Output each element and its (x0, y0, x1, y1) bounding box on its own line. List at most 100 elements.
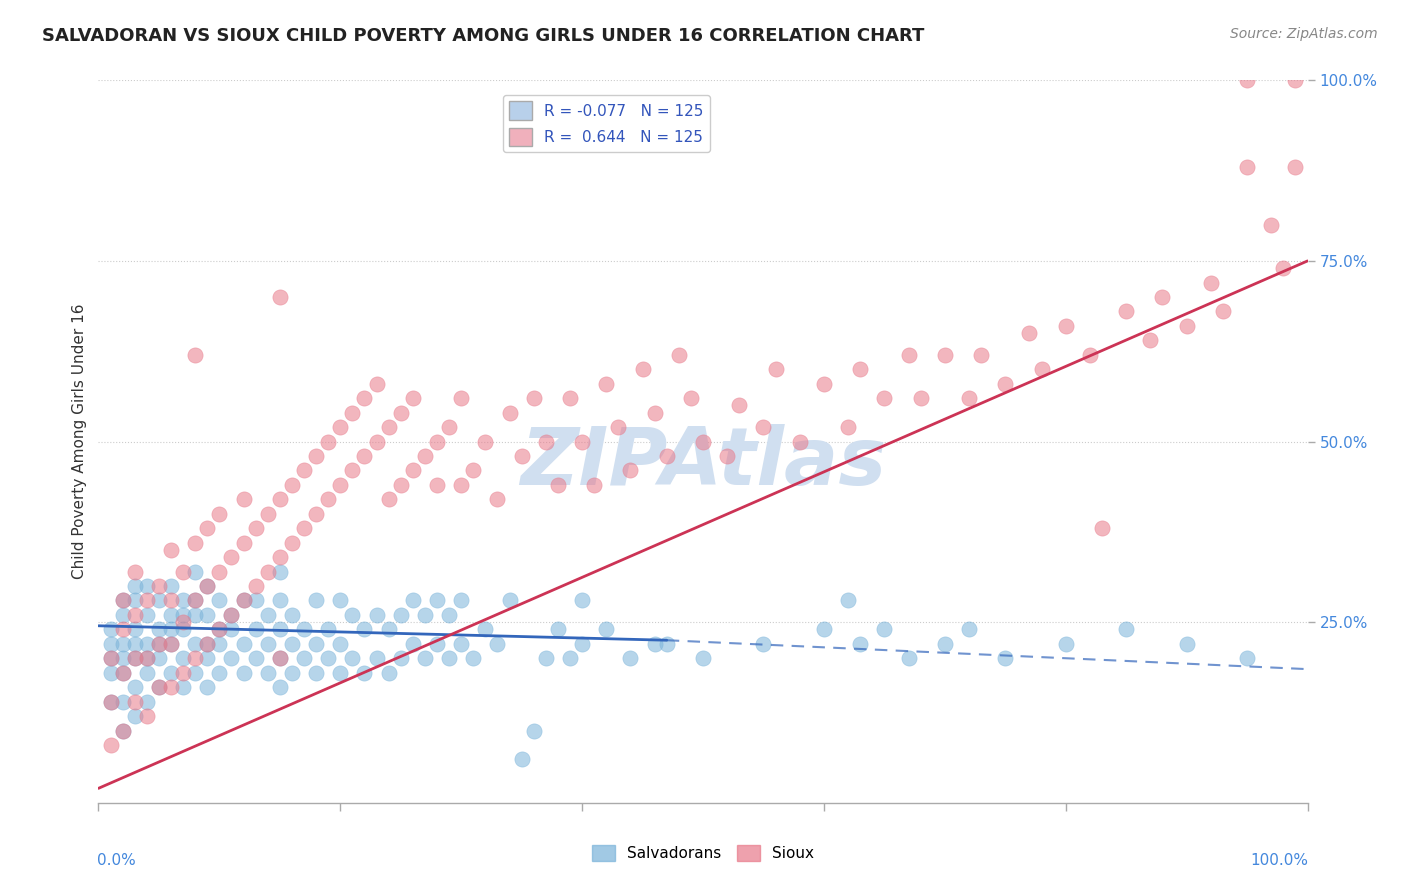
Point (353, 391, 375, 405)
Point (813, 623, 835, 637)
Point (148, 651, 170, 665)
Point (195, 651, 218, 665)
Point (232, 593, 254, 607)
Point (160, 665, 183, 680)
Point (221, 550, 243, 565)
Text: ZIPAtlas: ZIPAtlas (520, 425, 886, 502)
Point (1152, 290, 1174, 304)
Point (716, 449, 738, 463)
Point (269, 651, 291, 665)
Point (523, 723, 546, 738)
Point (558, 391, 581, 405)
Point (957, 623, 980, 637)
Point (316, 434, 339, 449)
Point (124, 565, 146, 579)
Point (353, 449, 375, 463)
Point (135, 665, 157, 680)
Point (463, 651, 485, 665)
Point (172, 680, 194, 694)
Point (135, 593, 157, 607)
Point (873, 623, 896, 637)
Point (221, 607, 243, 622)
Point (160, 623, 183, 637)
Point (571, 434, 593, 449)
Point (426, 478, 449, 492)
Point (523, 391, 546, 405)
Point (124, 695, 146, 709)
Point (437, 420, 460, 434)
Point (281, 665, 304, 680)
Point (195, 579, 218, 593)
Point (111, 695, 134, 709)
Point (510, 449, 533, 463)
Point (377, 492, 399, 507)
Point (329, 665, 352, 680)
Point (195, 521, 218, 535)
Point (269, 565, 291, 579)
Point (1272, 261, 1295, 276)
Point (692, 651, 714, 665)
Point (124, 637, 146, 651)
Point (256, 607, 278, 622)
Point (160, 680, 183, 694)
Point (1031, 362, 1053, 376)
Point (631, 362, 654, 376)
Point (305, 665, 328, 680)
Point (994, 651, 1017, 665)
Point (389, 651, 412, 665)
Point (160, 593, 183, 607)
Point (208, 593, 231, 607)
Point (413, 449, 436, 463)
Point (1212, 304, 1234, 318)
Point (111, 665, 134, 680)
Point (160, 607, 183, 622)
Point (366, 376, 388, 391)
Point (837, 420, 859, 434)
Point (100, 651, 122, 665)
Point (329, 637, 352, 651)
Point (1078, 348, 1101, 362)
Point (148, 579, 170, 593)
Point (160, 637, 183, 651)
Point (111, 593, 134, 607)
Point (195, 680, 218, 694)
Point (510, 752, 533, 766)
Point (1018, 326, 1040, 340)
Point (668, 348, 690, 362)
Point (619, 651, 641, 665)
Point (184, 593, 207, 607)
Point (148, 637, 170, 651)
Point (849, 362, 872, 376)
Point (402, 637, 425, 651)
Point (426, 593, 449, 607)
Point (910, 391, 932, 405)
Point (402, 463, 425, 477)
Point (305, 593, 328, 607)
Point (160, 637, 183, 651)
Point (571, 637, 593, 651)
Point (245, 593, 267, 607)
Point (232, 492, 254, 507)
Point (124, 709, 146, 723)
Point (1175, 637, 1198, 651)
Point (184, 665, 207, 680)
Point (644, 406, 666, 420)
Point (172, 623, 194, 637)
Point (426, 637, 449, 651)
Point (172, 565, 194, 579)
Point (607, 420, 630, 434)
Point (366, 607, 388, 622)
Point (100, 665, 122, 680)
Point (269, 550, 291, 565)
Point (595, 376, 617, 391)
Point (463, 463, 485, 477)
Point (160, 579, 183, 593)
Point (281, 478, 304, 492)
Point (692, 434, 714, 449)
Point (245, 651, 267, 665)
Point (450, 637, 472, 651)
Point (124, 593, 146, 607)
Point (148, 680, 170, 694)
Point (269, 492, 291, 507)
Point (1139, 334, 1161, 348)
